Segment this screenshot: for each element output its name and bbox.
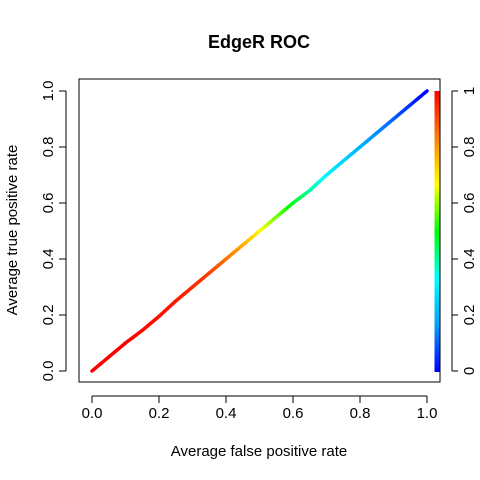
colorbar-tick-label: 0.6 xyxy=(461,193,478,214)
colorbar xyxy=(434,91,440,372)
roc-curve-segment xyxy=(422,89,429,96)
plot-frame xyxy=(78,78,441,383)
y-tick-label: 0.8 xyxy=(40,137,57,158)
y-axis: 0.0 0.2 0.4 0.6 0.8 1.0 xyxy=(40,81,67,382)
y-tick-label: 0.0 xyxy=(40,361,57,382)
colorbar-axis: 0 0.2 0.4 0.6 0.8 1 xyxy=(451,87,478,375)
x-axis: 0.0 0.2 0.4 0.6 0.8 1.0 xyxy=(82,395,438,422)
roc-curve xyxy=(90,89,429,373)
colorbar-tick-label: 1 xyxy=(461,87,478,95)
y-tick-label: 0.4 xyxy=(40,249,57,270)
colorbar-tick-label: 0.4 xyxy=(461,249,478,270)
y-axis-label: Average true positive rate xyxy=(4,145,21,316)
chart-title: EdgeR ROC xyxy=(208,32,310,52)
y-tick-label: 1.0 xyxy=(40,81,57,102)
x-tick-label: 1.0 xyxy=(417,405,438,422)
x-tick-label: 0.0 xyxy=(82,405,103,422)
x-tick-label: 0.8 xyxy=(350,405,371,422)
x-tick-label: 0.2 xyxy=(149,405,170,422)
x-tick-label: 0.4 xyxy=(216,405,237,422)
x-axis-label: Average false positive rate xyxy=(171,443,348,460)
x-tick-label: 0.6 xyxy=(283,405,304,422)
colorbar-tick-label: 0.8 xyxy=(461,137,478,158)
colorbar-tick-label: 0.2 xyxy=(461,305,478,326)
y-tick-label: 0.2 xyxy=(40,305,57,326)
y-tick-label: 0.6 xyxy=(40,193,57,214)
colorbar-tick-label: 0 xyxy=(461,367,478,375)
